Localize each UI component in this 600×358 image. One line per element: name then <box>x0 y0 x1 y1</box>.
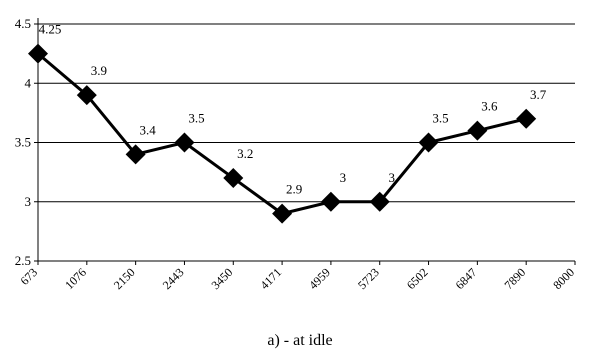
data-label: 3.6 <box>481 99 498 114</box>
x-tick-label: 4171 <box>257 265 284 292</box>
data-label: 3 <box>388 170 395 185</box>
data-point-marker <box>272 203 293 224</box>
data-label: 4.25 <box>39 22 62 37</box>
series-line-path <box>37 52 527 216</box>
data-point-marker <box>418 132 439 153</box>
data-label: 2.9 <box>286 182 302 197</box>
data-point-marker <box>516 108 537 129</box>
chart-caption: a) - at idle <box>267 332 333 349</box>
data-label: 3.7 <box>530 87 547 102</box>
data-point-marker <box>125 144 146 165</box>
data-label: 3 <box>340 170 347 185</box>
x-tick-label: 3450 <box>209 265 236 292</box>
data-point-marker <box>76 85 97 106</box>
x-tick-label: 4959 <box>306 265 333 292</box>
data-labels: 4.25 3.9 3.4 3.5 3.2 2.9 3 3 3.5 3.6 3.7 <box>39 22 547 197</box>
y-tick-labels: 2.5 3 3.5 4 4.5 <box>15 16 32 268</box>
data-point-marker <box>467 120 488 141</box>
x-tick-label: 6847 <box>453 265 480 292</box>
line-chart: 2.5 3 3.5 4 4.5 673 1076 2150 2443 3450 4171 4959 5… <box>15 16 577 292</box>
series-markers <box>28 43 537 224</box>
data-point-marker <box>320 191 341 212</box>
data-point-marker <box>223 168 244 189</box>
y-tick-label: 4 <box>25 75 32 90</box>
y-tick-label: 2.5 <box>15 253 31 268</box>
data-label: 3.9 <box>91 63 107 78</box>
x-tick-label: 673 <box>17 265 40 288</box>
y-tick-label: 4.5 <box>15 16 31 31</box>
series-line <box>37 52 527 216</box>
x-tick-label: 2150 <box>111 265 138 292</box>
data-label: 3.5 <box>188 111 204 126</box>
x-tick-label: 5723 <box>355 265 382 292</box>
data-label: 3.4 <box>140 122 157 137</box>
data-point-marker <box>369 191 390 212</box>
axes <box>34 18 576 265</box>
data-label: 3.2 <box>237 146 253 161</box>
data-point-marker <box>28 43 48 64</box>
data-point-marker <box>174 132 195 153</box>
x-tick-label: 7890 <box>501 265 528 292</box>
y-tick-label: 3 <box>25 194 32 209</box>
x-tick-labels: 673 1076 2150 2443 3450 4171 4959 5723 6502 6847 7… <box>17 265 577 292</box>
x-tick-label: 1076 <box>62 265 89 292</box>
x-tick-label: 8000 <box>550 265 577 292</box>
y-tick-label: 3.5 <box>15 135 31 150</box>
data-label: 3.5 <box>432 111 448 126</box>
x-tick-label: 2443 <box>160 265 187 292</box>
x-tick-label: 6502 <box>404 265 431 292</box>
